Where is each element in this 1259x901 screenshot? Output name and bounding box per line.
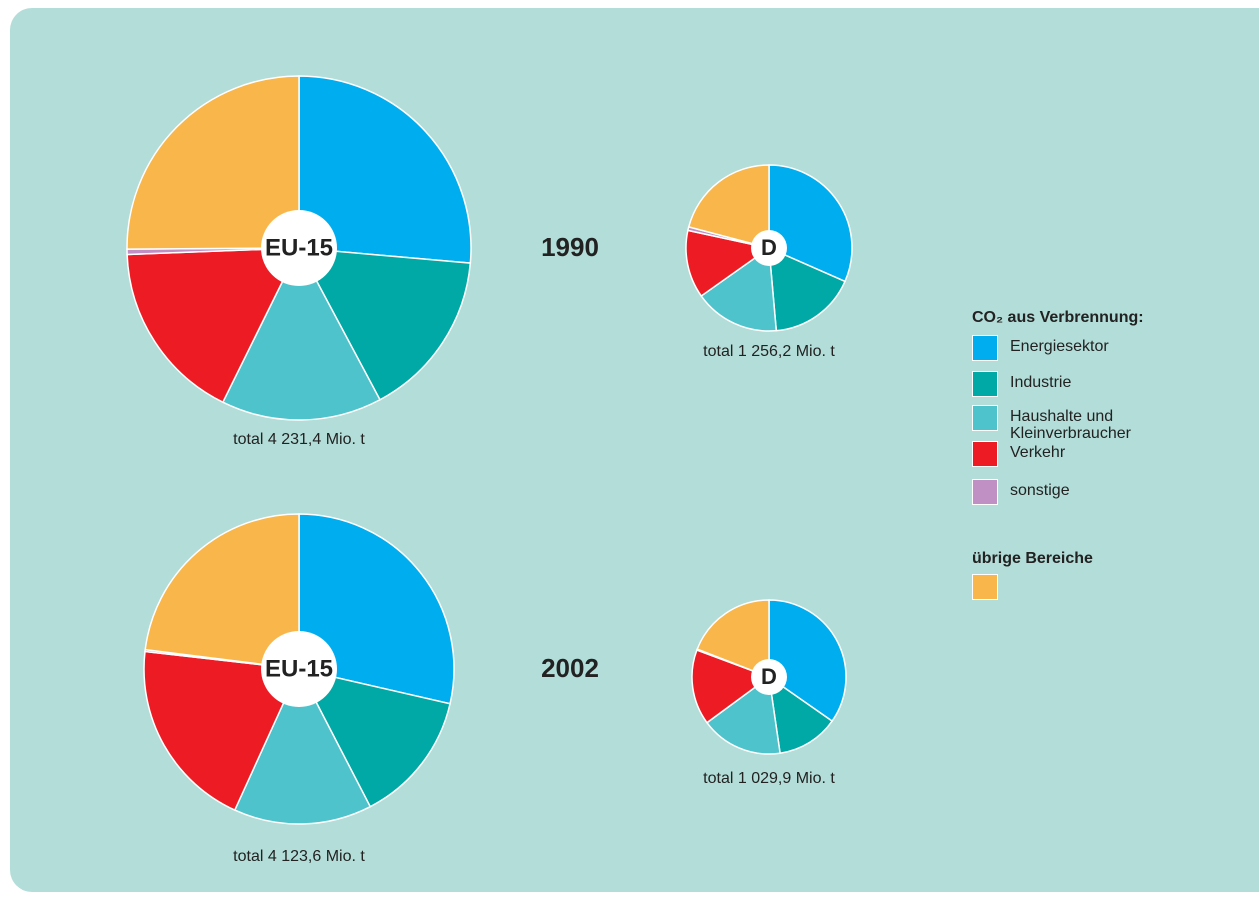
pie-slice [298, 513, 455, 705]
pie-slice [144, 513, 300, 670]
pie-slice [700, 246, 778, 332]
legend-item: sonstige [972, 479, 1190, 505]
pie-slice [143, 650, 301, 812]
year-label: 2002 [541, 653, 599, 683]
legend-item: Energiesektor [972, 335, 1190, 361]
pie-label: EU-15 [265, 655, 333, 682]
pie-total: total 1 029,9 Mio. t [703, 770, 835, 787]
center-hole [751, 659, 787, 695]
pie-slice [297, 247, 472, 401]
pie-slice [221, 246, 381, 421]
pie-slice [768, 599, 847, 723]
pie-total: total 4 231,4 Mio. t [233, 431, 365, 448]
pie-slice [691, 649, 771, 724]
legend-swatch [972, 335, 998, 361]
pie-slice [705, 675, 781, 755]
legend-label: übrige Bereiche [972, 550, 1093, 567]
center-hole [751, 230, 787, 266]
legend-swatch [972, 479, 998, 505]
legend-swatch [972, 405, 998, 431]
pie-slice [126, 75, 300, 250]
legend-label: sonstige [1010, 482, 1070, 499]
pie-slice [233, 667, 372, 825]
pie-slice [126, 247, 301, 404]
legend-title: CO₂ aus Verbrennung: [972, 309, 1144, 326]
pie-slice [687, 164, 770, 249]
pie-total: total 4 123,6 Mio. t [233, 848, 365, 865]
pie-slice [768, 675, 834, 755]
legend-item: Verkehr [972, 441, 1190, 467]
legend-swatch [972, 441, 998, 467]
legend-swatch [972, 574, 998, 600]
legend-swatch [972, 371, 998, 397]
legend-label: Verkehr [1010, 444, 1066, 461]
pie-label: D [761, 664, 777, 689]
legend-label: Energiesektor [1010, 338, 1109, 355]
pie-slice [696, 599, 770, 679]
legend-item: Industrie [972, 371, 1190, 397]
pie-slice [768, 164, 853, 283]
pie-total: total 1 256,2 Mio. t [703, 343, 835, 360]
center-hole [261, 631, 337, 707]
year-label: 1990 [541, 232, 599, 262]
pie-slice [685, 229, 771, 297]
pie-label: EU-15 [265, 234, 333, 261]
legend-item: Haushalte und Kleinverbraucher [972, 405, 1190, 442]
pie-label: D [761, 235, 777, 260]
legend-label: Industrie [1010, 374, 1072, 391]
center-hole [261, 210, 337, 286]
pie-slice [297, 667, 451, 808]
pie-slice [768, 246, 846, 332]
legend-label: Haushalte und Kleinverbraucher [1010, 408, 1131, 442]
pie-slice [298, 75, 472, 264]
